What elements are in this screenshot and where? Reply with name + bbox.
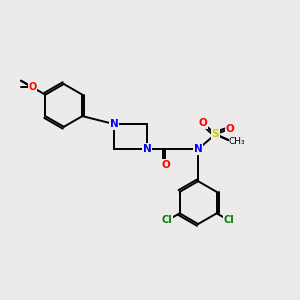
Text: S: S	[212, 129, 219, 139]
Text: N: N	[194, 144, 203, 154]
Text: O: O	[28, 82, 37, 92]
Text: O: O	[199, 118, 207, 128]
Text: CH₃: CH₃	[229, 136, 245, 146]
Text: Cl: Cl	[224, 215, 234, 225]
Text: N: N	[110, 119, 119, 129]
Text: Cl: Cl	[162, 215, 172, 225]
Text: O: O	[225, 124, 234, 134]
Text: N: N	[143, 144, 152, 154]
Text: O: O	[161, 160, 170, 170]
